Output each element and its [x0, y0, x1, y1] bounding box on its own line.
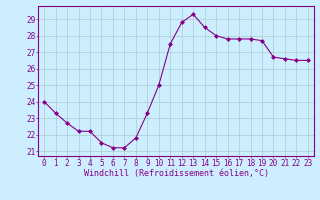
X-axis label: Windchill (Refroidissement éolien,°C): Windchill (Refroidissement éolien,°C) — [84, 169, 268, 178]
